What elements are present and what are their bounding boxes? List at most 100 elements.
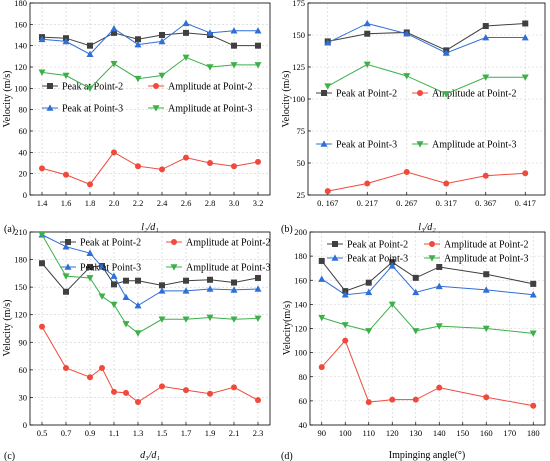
- y-tick-label: 0: [23, 420, 27, 430]
- y-tick-label: 120: [294, 324, 307, 334]
- data-point: [412, 274, 419, 281]
- y-tick-label: 175: [292, 0, 305, 8]
- data-point: [87, 42, 93, 49]
- y-tick-label: 100: [294, 348, 307, 358]
- chart-panel-b: 25 50 75 100 125 150 175 0. 167 0. 217 0. 267 0. 3…: [281, 0, 546, 235]
- x-tick-label: 1.3: [133, 428, 144, 438]
- data-point: [111, 29, 117, 36]
- legend-label: Peak at Point-3: [347, 254, 408, 265]
- legend-entry: Amplitude at Point-3: [412, 140, 516, 151]
- data-point: [403, 168, 410, 175]
- chart-panel-d: 40 60 80 100 120 140 160 180 200 90 100 110 120 130 14…: [281, 227, 546, 461]
- data-point: [254, 285, 262, 292]
- data-point: [231, 163, 237, 170]
- legend-entry: Amplitude at Point-2: [166, 238, 270, 249]
- data-point: [159, 383, 165, 390]
- legend-entry: Peak at Point-2: [327, 240, 408, 251]
- legend-label: Amplitude at Point-2: [168, 82, 252, 93]
- x-tick-label: 0.7: [61, 428, 72, 438]
- legend-label: Peak at Point-3: [62, 104, 123, 115]
- series-peak-at-point-3: [324, 19, 529, 56]
- data-point: [135, 36, 141, 43]
- y-tick-label: 150: [14, 282, 27, 292]
- data-point: [135, 163, 141, 170]
- plot-frame: [29, 2, 271, 196]
- legend-marker: [152, 105, 160, 112]
- data-point: [483, 271, 490, 278]
- y-tick-label: 180: [14, 0, 27, 8]
- y-tick-label: 160: [294, 275, 307, 285]
- data-point: [435, 323, 443, 330]
- series-line: [41, 262, 259, 293]
- legend-marker: [65, 239, 71, 245]
- data-point: [389, 396, 396, 403]
- data-point: [255, 42, 261, 49]
- data-point: [39, 165, 45, 172]
- series-line: [41, 234, 259, 307]
- series-amplitude-at-point-3: [38, 54, 262, 92]
- x-tick-label: 1.9: [205, 428, 216, 438]
- data-point: [231, 384, 237, 391]
- y-tick-label: 40: [299, 420, 308, 430]
- data-point: [342, 288, 349, 295]
- x-tick-label: 1.8: [85, 198, 96, 208]
- data-point: [159, 282, 165, 289]
- legend-entry: Peak at Point-2: [42, 82, 123, 93]
- data-point: [530, 280, 537, 287]
- data-point: [435, 282, 443, 290]
- data-point: [482, 325, 490, 333]
- x-tick-label: 0.5: [37, 428, 48, 438]
- y-tick-label: 180: [294, 251, 307, 261]
- x-tick-label: 2.0: [109, 198, 120, 208]
- x-tick-label: 2.6: [181, 198, 192, 208]
- data-point: [364, 30, 371, 37]
- data-point: [122, 321, 130, 328]
- data-point: [230, 286, 238, 293]
- data-point: [412, 288, 420, 296]
- data-point: [403, 73, 411, 80]
- series-line: [321, 260, 534, 292]
- series-line: [321, 265, 534, 296]
- plot-frame: [309, 231, 546, 426]
- legend-entry: Amplitude at Point-3: [166, 263, 270, 274]
- data-point: [111, 388, 117, 395]
- legend-marker: [170, 264, 178, 271]
- data-point: [255, 158, 261, 165]
- y-tick-label: 90: [19, 337, 28, 347]
- legend-entry: Peak at Point-3: [60, 263, 141, 274]
- x-tick-label: 1.7: [181, 428, 192, 438]
- x-axis-label: l₃/d₂: [418, 222, 436, 233]
- data-point: [364, 180, 371, 187]
- series-peak-at-point-2: [318, 257, 537, 295]
- legend-label: Peak at Point-3: [336, 140, 397, 151]
- legend-label: Peak at Point-2: [336, 89, 397, 100]
- data-point: [230, 27, 238, 34]
- data-point: [389, 259, 396, 266]
- data-point: [230, 62, 238, 69]
- data-point: [206, 64, 214, 71]
- data-point: [86, 85, 94, 92]
- data-point: [63, 171, 69, 178]
- data-point: [207, 276, 213, 283]
- x-tick-label: 0. 317: [436, 198, 457, 208]
- y-tick-label: 60: [19, 365, 28, 375]
- legend-marker: [416, 141, 424, 148]
- data-point: [443, 180, 450, 187]
- legend-marker: [332, 241, 338, 247]
- y-tick-label: 200: [294, 227, 307, 237]
- data-point: [182, 54, 190, 61]
- data-point: [39, 323, 45, 330]
- series-peak-at-point-3: [318, 262, 537, 298]
- data-point: [134, 41, 142, 48]
- y-tick-label: 40: [19, 147, 28, 157]
- y-tick-label: 60: [299, 396, 308, 406]
- series-line: [327, 22, 526, 54]
- x-tick-label: 90: [318, 428, 327, 438]
- data-point: [206, 29, 214, 36]
- series-peak-at-point-2: [324, 20, 529, 54]
- data-point: [87, 181, 93, 188]
- data-point: [529, 291, 537, 298]
- legend-entry: Peak at Point-3: [316, 140, 397, 151]
- legend-entry: Peak at Point-2: [316, 89, 397, 100]
- data-point: [207, 390, 213, 397]
